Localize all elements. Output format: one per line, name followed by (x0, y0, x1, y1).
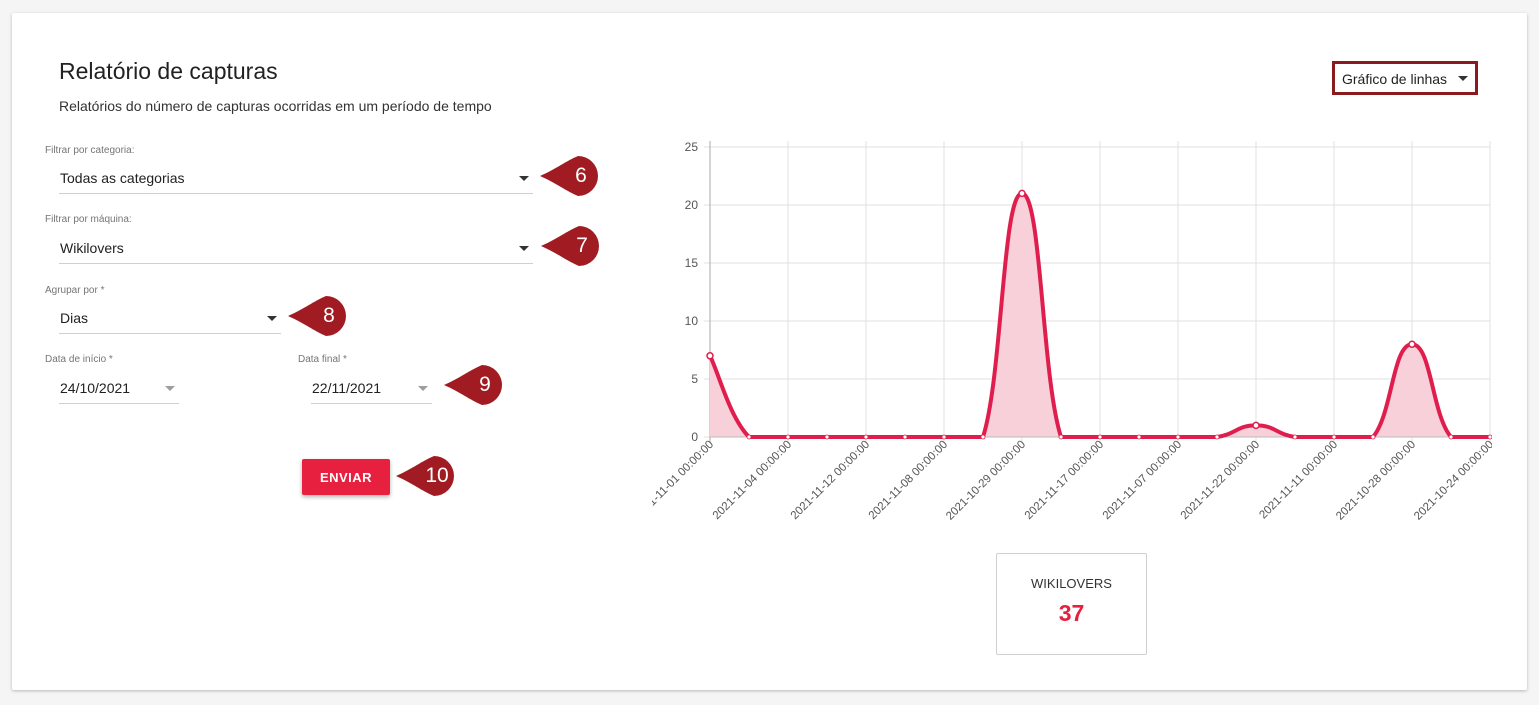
x-tick-label: 2021-11-08 00:00:00 (867, 439, 950, 522)
chevron-down-icon (1458, 76, 1468, 81)
category-select-value: Todas as categorias (60, 170, 185, 186)
x-tick-label: 2021-10-28 00:00:00 (1334, 439, 1418, 523)
data-point (863, 434, 869, 440)
annotation-marker-8: 8 (286, 295, 348, 337)
annotation-marker-10: 10 (394, 455, 456, 497)
group-by-label: Agrupar por * (45, 285, 105, 296)
end-date-picker[interactable]: 22/11/2021 (311, 372, 432, 404)
machine-select[interactable]: Wikilovers (59, 232, 533, 264)
y-tick-label: 25 (685, 140, 699, 154)
x-tick-label: 2021-11-04 00:00:00 (711, 439, 794, 522)
annotation-marker-7: 7 (539, 225, 601, 267)
data-point (1214, 434, 1220, 440)
y-tick-label: 5 (691, 372, 698, 386)
data-point (785, 434, 791, 440)
start-date-value: 24/10/2021 (60, 380, 131, 396)
data-point (1252, 421, 1260, 430)
chevron-down-icon (267, 316, 277, 321)
data-point (1370, 434, 1376, 440)
annotation-marker-6: 6 (538, 155, 600, 197)
series-area (710, 193, 1490, 437)
end-date-value: 22/11/2021 (312, 380, 382, 396)
data-point (1175, 434, 1181, 440)
y-tick-label: 10 (685, 314, 699, 328)
data-point (1448, 434, 1454, 440)
data-point (902, 434, 908, 440)
chevron-down-icon (519, 246, 529, 251)
series-line (708, 191, 1492, 440)
page-title: Relatório de capturas (59, 58, 278, 84)
x-tick-label: 2021-11-11 00:00:00 (1257, 439, 1340, 522)
report-card: Relatório de capturas Relatórios do núme… (12, 13, 1527, 690)
page-subtitle: Relatórios do número de capturas ocorrid… (59, 98, 492, 114)
submit-button[interactable]: ENVIAR (302, 459, 390, 495)
annotation-marker-9: 9 (442, 364, 504, 406)
group-by-select-value: Dias (60, 310, 89, 326)
data-point (941, 434, 947, 440)
category-select[interactable]: Todas as categorias (59, 162, 533, 194)
machine-filter-label: Filtrar por máquina: (45, 214, 132, 225)
data-point (1408, 340, 1416, 348)
data-point (1058, 434, 1064, 440)
machine-select-value: Wikilovers (60, 240, 124, 256)
y-tick-label: 0 (691, 430, 698, 444)
stat-label: WIKILOVERS (1031, 576, 1112, 591)
data-point (746, 434, 752, 440)
data-point (1136, 434, 1142, 440)
data-point (1018, 189, 1026, 198)
group-by-select[interactable]: Dias (59, 302, 281, 334)
x-tick-label: 2021-11-22 00:00:00 (1179, 439, 1262, 522)
chevron-down-icon (418, 386, 428, 391)
data-point (824, 434, 830, 440)
stat-value: 37 (1058, 600, 1085, 626)
chart-type-value: Gráfico de linhas (1342, 71, 1448, 87)
x-tick-label: 2021-11-01 00:00:00 (652, 439, 716, 522)
start-date-picker[interactable]: 24/10/2021 (59, 372, 179, 404)
x-tick-label: 2021-11-17 00:00:00 (1023, 439, 1106, 522)
chevron-down-icon (519, 176, 529, 181)
captures-line-chart: 0 5 10 15 20 25 2021-11-01 00:00:002021-11-04 … (652, 140, 1492, 523)
start-date-label: Data de início * (45, 354, 113, 365)
end-date-label: Data final * (298, 354, 347, 365)
y-tick-label: 15 (685, 256, 699, 270)
x-tick-label: 2021-10-29 00:00:00 (944, 439, 1028, 523)
data-point (980, 434, 986, 440)
machine-stat-card: WIKILOVERS 37 (996, 553, 1147, 655)
data-point (1292, 434, 1298, 440)
category-filter-label: Filtrar por categoria: (45, 145, 135, 156)
data-point (1331, 434, 1337, 440)
y-tick-label: 20 (685, 198, 699, 212)
chevron-down-icon (165, 386, 175, 391)
x-tick-label: 2021-11-12 00:00:00 (789, 439, 872, 522)
chart-type-select[interactable]: Gráfico de linhas (1332, 61, 1478, 95)
data-point (1097, 434, 1103, 440)
x-tick-label: 2021-10-24 00:00:00 (1412, 439, 1492, 523)
data-point (1487, 434, 1492, 440)
data-point (706, 352, 714, 360)
x-tick-label: 2021-11-07 00:00:00 (1101, 439, 1184, 522)
